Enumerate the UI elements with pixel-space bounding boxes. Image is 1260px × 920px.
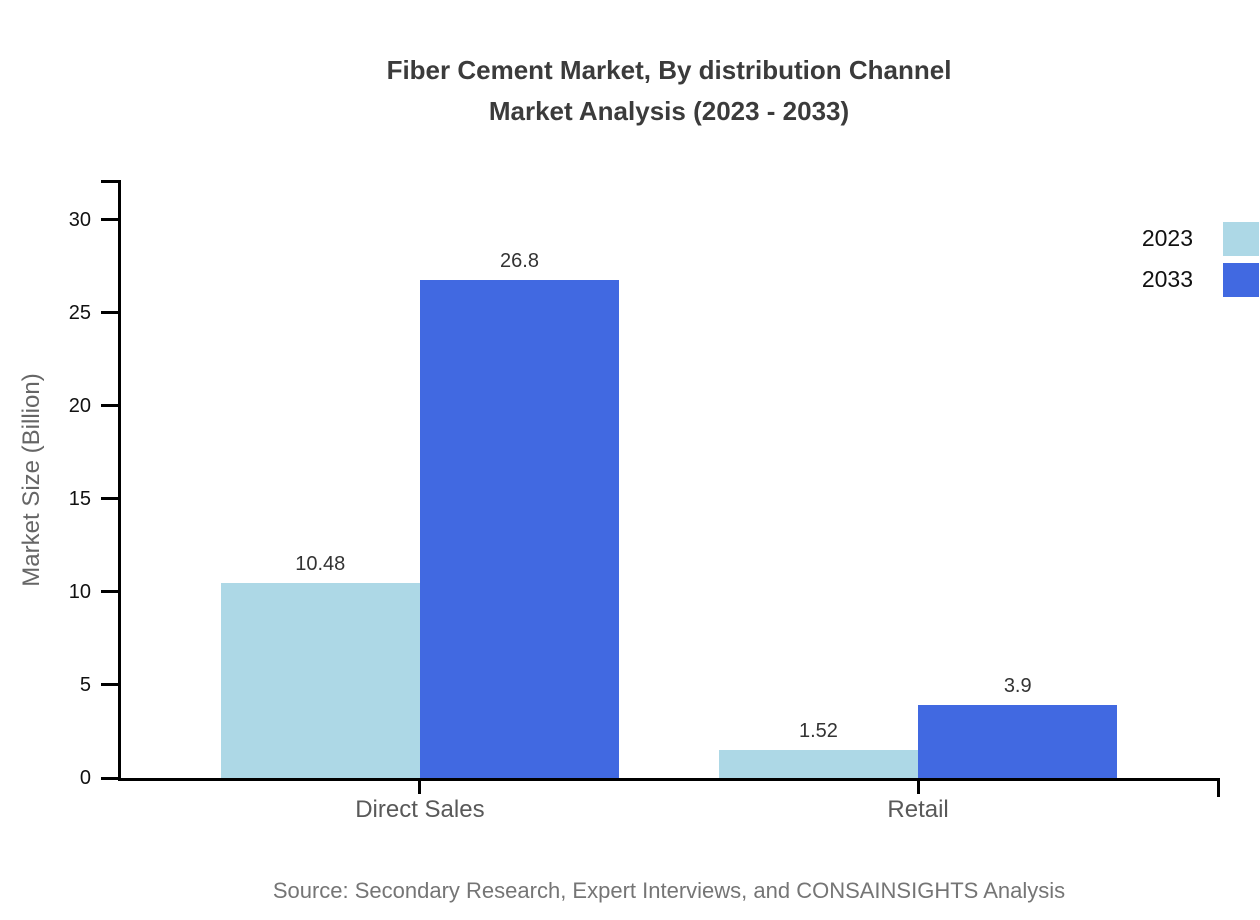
y-tick-label-20: 20 xyxy=(68,394,91,417)
y-tick-label-5: 5 xyxy=(79,673,91,696)
y-tick-10 xyxy=(101,590,118,594)
value-label-retail-2033: 3.9 xyxy=(1003,675,1032,698)
plot-area: 0 5 10 15 20 25 30 Direct Sales 10.48 26.8 Retail 1… xyxy=(69,180,1220,823)
y-axis-line xyxy=(118,180,121,781)
y-tick-15 xyxy=(101,497,118,501)
value-label-retail-2023: 1.52 xyxy=(798,719,838,742)
y-axis-end-cap xyxy=(101,180,118,183)
chart-title-line2: Market Analysis (2023 - 2033) xyxy=(488,96,850,126)
y-tick-label-15: 15 xyxy=(68,487,91,510)
legend-swatch-2033 xyxy=(1223,262,1259,297)
value-label-direct-sales-2023: 10.48 xyxy=(295,553,346,576)
y-tick-label-25: 25 xyxy=(68,301,91,324)
bar-retail-2033 xyxy=(918,705,1118,778)
chart-title-line1: Fiber Cement Market, By distribution Cha… xyxy=(386,55,952,85)
legend-item-2023: 2023 xyxy=(1130,218,1259,259)
y-tick-label-0: 0 xyxy=(79,767,91,789)
source-note: Source: Secondary Research, Expert Inter… xyxy=(272,878,1066,903)
x-axis-end-cap xyxy=(1217,778,1220,797)
x-tick-retail xyxy=(916,778,920,794)
y-tick-30 xyxy=(101,218,118,222)
legend: 2023 2033 xyxy=(1130,218,1259,300)
y-tick-25 xyxy=(101,311,118,315)
legend-label-2033: 2033 xyxy=(1141,266,1193,292)
y-tick-label-30: 30 xyxy=(68,208,91,231)
legend-label-2023: 2023 xyxy=(1141,225,1193,251)
x-category-label-direct-sales: Direct Sales xyxy=(355,796,485,823)
y-tick-0 xyxy=(101,776,118,780)
y-tick-5 xyxy=(101,683,118,687)
bar-retail-2023 xyxy=(718,749,919,778)
x-category-label-retail: Retail xyxy=(887,796,949,823)
value-label-direct-sales-2033: 26.8 xyxy=(500,249,539,272)
x-tick-direct-sales xyxy=(418,778,422,794)
chart-title: Fiber Cement Market, By distribution Cha… xyxy=(118,50,1220,132)
legend-swatch-2023 xyxy=(1223,221,1259,256)
y-tick-label-10: 10 xyxy=(68,580,91,603)
bar-direct-sales-2033 xyxy=(419,279,620,778)
x-axis-line xyxy=(118,778,1220,781)
bar-direct-sales-2023 xyxy=(220,583,420,778)
y-tick-20 xyxy=(101,404,118,408)
legend-item-2033: 2033 xyxy=(1130,259,1259,300)
